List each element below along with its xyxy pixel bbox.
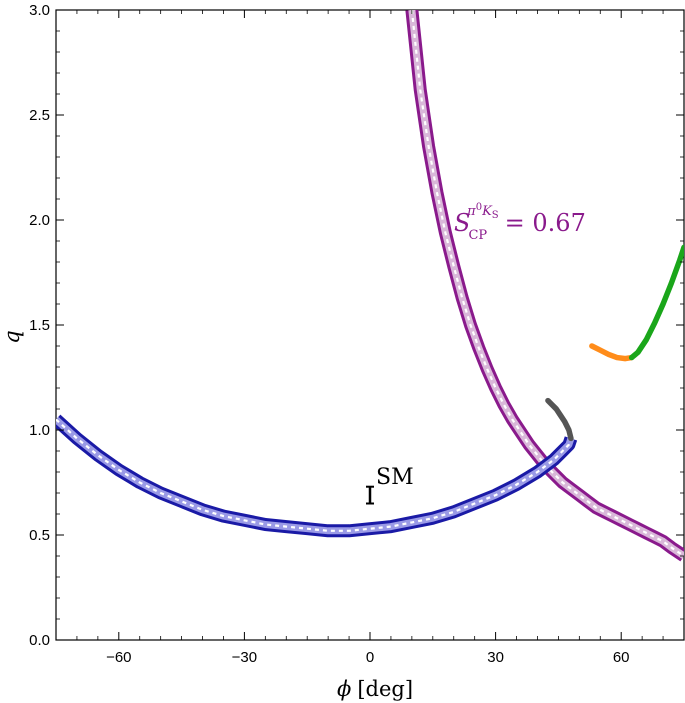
x-tick-label: 60 [613,649,630,666]
scp-annotation: SCPπ0KS = 0.67 [454,202,586,243]
x-tick-label: 0 [366,649,374,666]
y-axis-label: q [0,330,24,343]
y-tick-label: 3.0 [29,2,50,19]
series-4-line [628,244,684,361]
x-tick-label: −60 [106,649,131,666]
y-tick-label: 0.0 [29,632,50,649]
series-2-line [545,397,574,442]
series-1-band-inner [56,416,575,535]
scp-sup-k: K [481,204,493,219]
ticks-layer: −60 −30 0 30 60 0.0 0.5 1.0 1.5 2.0 2.5 3.0 [29,2,685,666]
scp-symbol: S [454,209,470,237]
y-tick-label: 2.0 [29,212,50,229]
scp-sup-pi: π [466,204,476,219]
x-tick-label: 30 [487,649,504,666]
y-tick-label: 1.5 [29,317,50,334]
sm-marker [366,485,374,505]
x-axis-label: ϕ [deg] [337,677,413,701]
y-tick-label: 1.0 [29,422,50,439]
scp-equals: = 0.67 [505,209,586,237]
x-tick-label: −30 [232,649,257,666]
sm-label: SM [376,465,414,490]
plot-frame [55,9,685,641]
y-tick-label: 2.5 [29,107,50,124]
y-tick-label: 0.5 [29,527,50,544]
scp-sup-zero: 0 [476,202,482,213]
series-3-line [589,343,635,362]
scp-subscript: CP [468,228,487,243]
x-axis-unit: [deg] [357,677,413,701]
x-axis-symbol: ϕ [337,677,351,701]
curves-layer [56,10,684,562]
series-0-band-outer [405,10,684,562]
scp-sup-s: S [492,210,499,221]
